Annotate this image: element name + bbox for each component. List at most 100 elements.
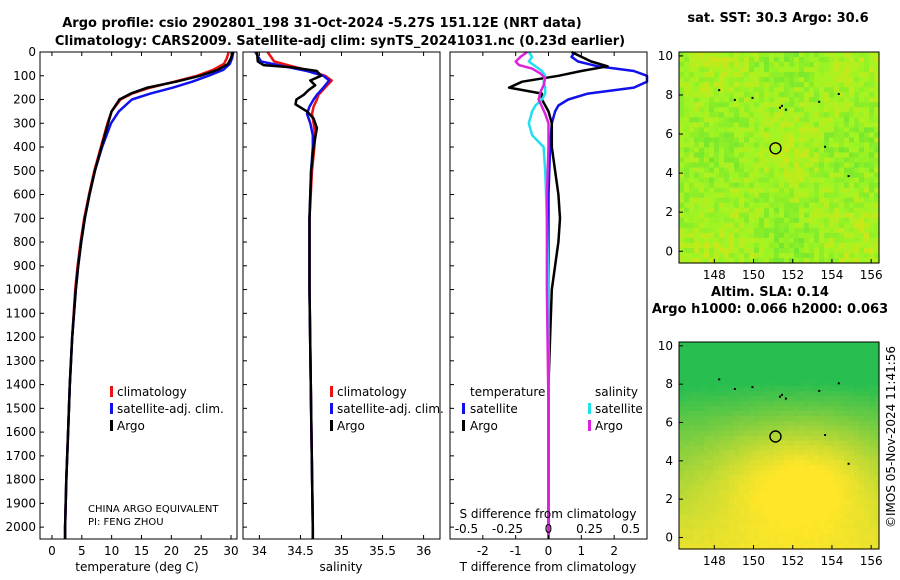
map-cell	[769, 217, 775, 224]
map-cell	[699, 87, 705, 93]
map-cell	[704, 122, 710, 128]
map-cell	[789, 97, 795, 103]
map-cell	[874, 346, 880, 353]
map-cell	[774, 77, 780, 83]
map-cell	[779, 182, 785, 189]
map-cell	[869, 227, 875, 234]
map-cell	[839, 391, 845, 397]
map-cell	[764, 252, 770, 259]
map-cell	[749, 524, 755, 530]
map-cell	[704, 97, 710, 103]
map-cell	[784, 411, 790, 417]
series-line-climatology	[63, 51, 230, 539]
map-cell	[859, 217, 865, 224]
map-cell	[824, 529, 830, 535]
map-cell	[764, 366, 770, 373]
map-cell	[769, 361, 775, 368]
map-cell	[829, 62, 835, 68]
map-cell	[679, 132, 685, 138]
map-cell	[709, 117, 715, 123]
map-cell	[814, 430, 820, 437]
map-cell	[769, 157, 775, 164]
map-cell	[754, 391, 760, 397]
map-cell	[754, 52, 760, 58]
map-cell	[739, 445, 745, 452]
map-cell	[699, 162, 705, 169]
map-cell	[799, 504, 805, 511]
map-cell	[679, 202, 685, 209]
map-cell	[799, 247, 805, 254]
map-cell	[724, 127, 730, 133]
map-cell	[859, 356, 865, 363]
map-cell	[744, 524, 750, 530]
map-cell	[854, 480, 860, 486]
map-cell	[774, 366, 780, 373]
map-cell	[779, 342, 785, 348]
map-cell	[844, 391, 850, 397]
map-cell	[714, 435, 720, 442]
map-cell	[804, 544, 810, 550]
map-cell	[834, 411, 840, 417]
map-cell	[764, 351, 770, 358]
map-cell	[804, 514, 810, 521]
map-cell	[834, 455, 840, 461]
map-cell	[849, 351, 855, 358]
map-cell	[704, 396, 710, 402]
map-cell	[809, 142, 815, 149]
map-cell	[789, 346, 795, 353]
map-cell	[759, 92, 765, 98]
map-cell	[774, 361, 780, 368]
map-cell	[814, 470, 820, 476]
map-cell	[849, 132, 855, 138]
map-cell	[679, 127, 685, 133]
map-cell	[814, 440, 820, 447]
map-cell	[739, 172, 745, 179]
map-cell	[744, 87, 750, 93]
map-cell	[869, 406, 875, 412]
map-cell	[684, 152, 690, 159]
map-cell	[709, 381, 715, 387]
map-cell	[744, 534, 750, 540]
map-cell	[709, 137, 715, 144]
map-cell	[679, 247, 685, 254]
map-cell	[684, 82, 690, 88]
map-cell	[699, 415, 705, 422]
map-cell	[754, 346, 760, 353]
map-cell	[699, 67, 705, 73]
map-cell	[694, 396, 700, 402]
map-cell	[819, 351, 825, 358]
map-cell	[799, 425, 805, 432]
map-cell	[719, 127, 725, 133]
map-cell	[684, 411, 690, 417]
legend-swatch-s-satellite	[588, 403, 591, 414]
map-cell	[749, 361, 755, 368]
map-cell	[819, 102, 825, 108]
map-cell	[744, 342, 750, 348]
map-cell	[699, 107, 705, 113]
map-cell	[719, 544, 725, 550]
map-cell	[864, 227, 870, 234]
map-cell	[819, 396, 825, 402]
map-cell	[679, 465, 685, 471]
map-cell	[854, 396, 860, 402]
map-cell	[689, 177, 695, 184]
map-cell	[834, 435, 840, 442]
map-cell	[719, 460, 725, 466]
y-tick-label: 1500	[5, 401, 36, 415]
map-cell	[679, 460, 685, 466]
map-cell	[794, 112, 800, 118]
map-cell	[829, 494, 835, 501]
map-cell	[694, 455, 700, 461]
map-cell	[694, 470, 700, 476]
map-cell	[799, 420, 805, 427]
map-cell	[814, 361, 820, 368]
map-cell	[744, 361, 750, 368]
map-cell	[709, 346, 715, 353]
map-cell	[809, 67, 815, 73]
map-cell	[709, 406, 715, 412]
map-cell	[854, 465, 860, 471]
map-cell	[844, 386, 850, 392]
map-cell	[814, 415, 820, 422]
map-cell	[754, 87, 760, 93]
map-cell	[724, 401, 730, 407]
